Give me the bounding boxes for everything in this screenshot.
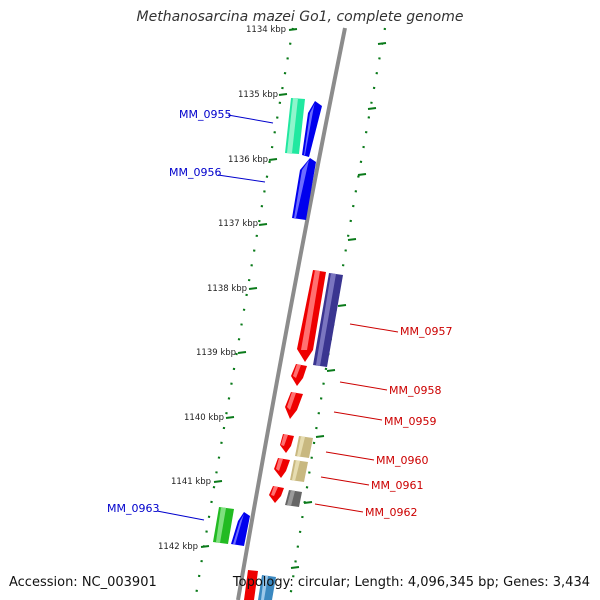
gene-label: MM_0960 xyxy=(376,454,428,467)
tick-label: 1134 kbp xyxy=(246,25,286,35)
gene-MM_0956[interactable]: MM_0956 xyxy=(169,158,316,220)
gene-label: MM_0955 xyxy=(179,108,231,121)
tick-label: 1136 kbp xyxy=(228,155,268,165)
gene-label: MM_0959 xyxy=(384,415,436,428)
gene-label: MM_0957 xyxy=(400,325,452,338)
tick-1137: 1137 kbp xyxy=(218,219,268,229)
gene-MM_0955[interactable]: MM_0955 xyxy=(179,98,322,157)
gene-label: MM_0956 xyxy=(169,166,221,179)
tick-label: 1139 kbp xyxy=(196,348,236,358)
tick-1141: 1141 kbp xyxy=(171,477,223,487)
tick-label: 1142 kbp xyxy=(158,542,198,552)
tick-label: 1138 kbp xyxy=(207,284,247,294)
gene-label: MM_0958 xyxy=(389,384,441,397)
gene-label: MM_0962 xyxy=(365,506,417,519)
tick-1136: 1136 kbp xyxy=(228,155,278,165)
tick-1138: 1138 kbp xyxy=(207,284,258,294)
tick-1135: 1135 kbp xyxy=(238,90,288,100)
genome-backbone xyxy=(236,27,347,600)
kbp-ticks: 1134 kbp 1135 kbp 1136 kbp 1137 kbp 1138… xyxy=(158,25,298,552)
tick-label: 1141 kbp xyxy=(171,477,211,487)
inner-ring-marks xyxy=(290,42,387,569)
gene-MM_0957[interactable]: MM_0957 xyxy=(297,270,452,367)
tick-1140: 1140 kbp xyxy=(184,413,235,423)
tick-label: 1140 kbp xyxy=(184,413,224,423)
gene-label: MM_0963 xyxy=(107,502,159,515)
tick-1139: 1139 kbp xyxy=(196,348,247,358)
tick-1134: 1134 kbp xyxy=(246,25,298,35)
gene-MM_0963[interactable]: MM_0963 xyxy=(107,502,250,546)
gene-MM_0958[interactable]: MM_0958 xyxy=(291,364,441,397)
gene-MM_0961[interactable]: MM_0961 xyxy=(274,458,423,492)
topology-text: Topology: circular; Length: 4,096,345 bp… xyxy=(232,575,590,590)
gene-label: MM_0961 xyxy=(371,479,423,492)
genome-title: Methanosarcina mazei Go1, complete genom… xyxy=(136,9,464,25)
tick-label: 1137 kbp xyxy=(218,219,258,229)
gene-MM_0959[interactable]: MM_0959 xyxy=(285,392,436,428)
tick-label: 1135 kbp xyxy=(238,90,278,100)
partial-gene-bottom[interactable] xyxy=(244,570,276,600)
tick-1142: 1142 kbp xyxy=(158,542,210,552)
gene-MM_0962[interactable]: MM_0962 xyxy=(269,486,417,519)
gene-MM_0960[interactable]: MM_0960 xyxy=(280,434,428,467)
accession-text: Accession: NC_003901 xyxy=(9,575,157,590)
